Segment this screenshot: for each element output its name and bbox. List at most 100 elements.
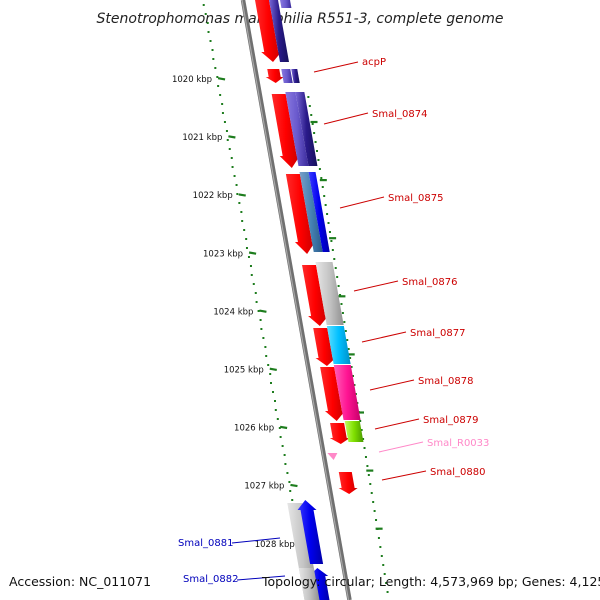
map-title: Stenotrophomonas maltophilia R551-3, com… [97, 11, 504, 27]
gene-label: Smal_R0033 [427, 438, 489, 449]
cog-bar-Smal_0878 [333, 365, 361, 420]
gene-leader-line [361, 331, 407, 343]
backbone-line [240, 0, 352, 600]
ruler-dot [278, 427, 281, 429]
cog-bar-Smal_0877 [326, 326, 351, 364]
ruler-dot [228, 148, 231, 150]
ruler-dot [207, 31, 210, 33]
ruler-dot-right [379, 546, 382, 548]
cog-bar-Smal_0874 [285, 92, 309, 166]
ruler-tick [238, 193, 246, 197]
ruler-dot [289, 490, 292, 492]
ruler-dot-right [344, 330, 347, 332]
ruler-dot-right [320, 177, 323, 179]
ruler-tick-label: 1028 kbp [255, 540, 295, 550]
ruler-dot-right [331, 249, 334, 251]
ruler-dot [249, 265, 252, 267]
ruler-dot [252, 283, 255, 285]
cog-bar-Smal_0879 [344, 421, 364, 442]
ruler-tick [290, 483, 298, 488]
ruler-tick [259, 309, 267, 313]
ruler-dot-right [326, 213, 329, 215]
ruler-tick-label: 1025 kbp [224, 366, 264, 376]
ruler-dot-right [318, 168, 321, 170]
ruler-dot [219, 94, 222, 96]
backbone-highlight [241, 0, 350, 600]
gene-label: Smal_0881 [178, 538, 233, 549]
ruler-dot-right [377, 537, 380, 539]
ruler-dot-right [310, 114, 313, 116]
ruler-dot-right [316, 150, 318, 152]
ruler-tick-label: 1024 kbp [213, 307, 253, 317]
gene-label: Smal_0882 [183, 574, 238, 585]
gene-arrow-Smal_0876 [302, 265, 329, 326]
gene-leader-line [353, 280, 399, 292]
gene-label: acpP [362, 57, 386, 68]
ruler-tick-label: 1021 kbp [182, 133, 222, 143]
gene-leader-line [374, 418, 420, 430]
gene-label: Smal_0875 [388, 193, 443, 204]
gene-arrow-acpP [265, 69, 284, 83]
ruler-dot [267, 364, 270, 366]
kbp-ruler: 1020 kbp 1021 kbp 1022 kbp 1023 kbp 1024 kbp… [172, 4, 389, 600]
ruler-dot [281, 445, 284, 447]
ruler-dot [209, 40, 212, 42]
gene-label: Smal_0878 [418, 376, 473, 387]
gene-label: Smal_0876 [402, 277, 457, 288]
cog-bar-Smal_0875b [308, 172, 330, 252]
cog-bar [280, 0, 292, 8]
ruler-dot [247, 256, 250, 258]
ruler-dot [254, 292, 257, 294]
ruler-dot-right [352, 375, 354, 377]
cog-bar-Smal_0876 [315, 262, 344, 325]
ruler-dot [265, 355, 268, 357]
ruler-dot [231, 166, 234, 168]
gene-leader-line [323, 112, 369, 125]
ruler-dot-right [386, 591, 389, 593]
ruler-dot [279, 436, 282, 438]
ruler-dot [214, 67, 217, 69]
ruler-dot-right [317, 159, 320, 161]
ruler-dot [257, 310, 260, 312]
ruler-dot [238, 202, 241, 204]
gene-label: Smal_0880 [430, 467, 485, 478]
gene-labels: acpP Smal_0874 Smal_0875 Smal_0876 Smal_0877… [178, 57, 489, 585]
ruler-dot [206, 22, 209, 24]
gene-marker-Smal_R0033 [327, 453, 338, 460]
cog-bar-Smal_0875 [299, 172, 323, 252]
ruler-dot-right [383, 573, 386, 575]
gene-arrow-Smal_0875 [285, 174, 315, 254]
ruler-dot [274, 409, 277, 411]
ruler-dot-right [343, 321, 346, 323]
topology-summary: Topology: circular; Length: 4,573,969 bp… [262, 574, 600, 589]
ruler-tick [269, 367, 277, 371]
ruler-dot-right [339, 294, 342, 296]
ruler-dot [236, 193, 239, 195]
gene-arrow-Smal_0879 [329, 423, 350, 444]
ruler-dot-right [330, 240, 333, 242]
ruler-dot [235, 184, 238, 186]
ruler-dot-right [334, 267, 337, 269]
ruler-dot [240, 211, 243, 213]
ruler-dot-right [359, 420, 362, 422]
ruler-dot [291, 499, 294, 501]
ruler-dot [255, 301, 258, 303]
gene-arrow-Smal_0877 [313, 328, 336, 366]
ruler-dot [260, 328, 263, 330]
gene-leader-line [369, 379, 415, 391]
ruler-dot-right [336, 276, 339, 278]
ruler-tick-label: 1023 kbp [203, 249, 243, 259]
ruler-dot [274, 400, 276, 402]
ruler-dot-right [340, 303, 343, 305]
ruler-dot-right [323, 195, 326, 197]
genome-backbone [240, 0, 352, 600]
ruler-dot [284, 463, 287, 465]
ruler-dot-right [321, 186, 324, 188]
ruler-dot [264, 346, 267, 348]
ruler-dot [241, 220, 244, 222]
cog-bar-Smal_0882 [298, 568, 320, 600]
cog-bar [291, 69, 300, 83]
ruler-dot-right [313, 132, 316, 134]
ruler-dot-right [364, 456, 367, 458]
ruler-dot-right [362, 438, 365, 440]
